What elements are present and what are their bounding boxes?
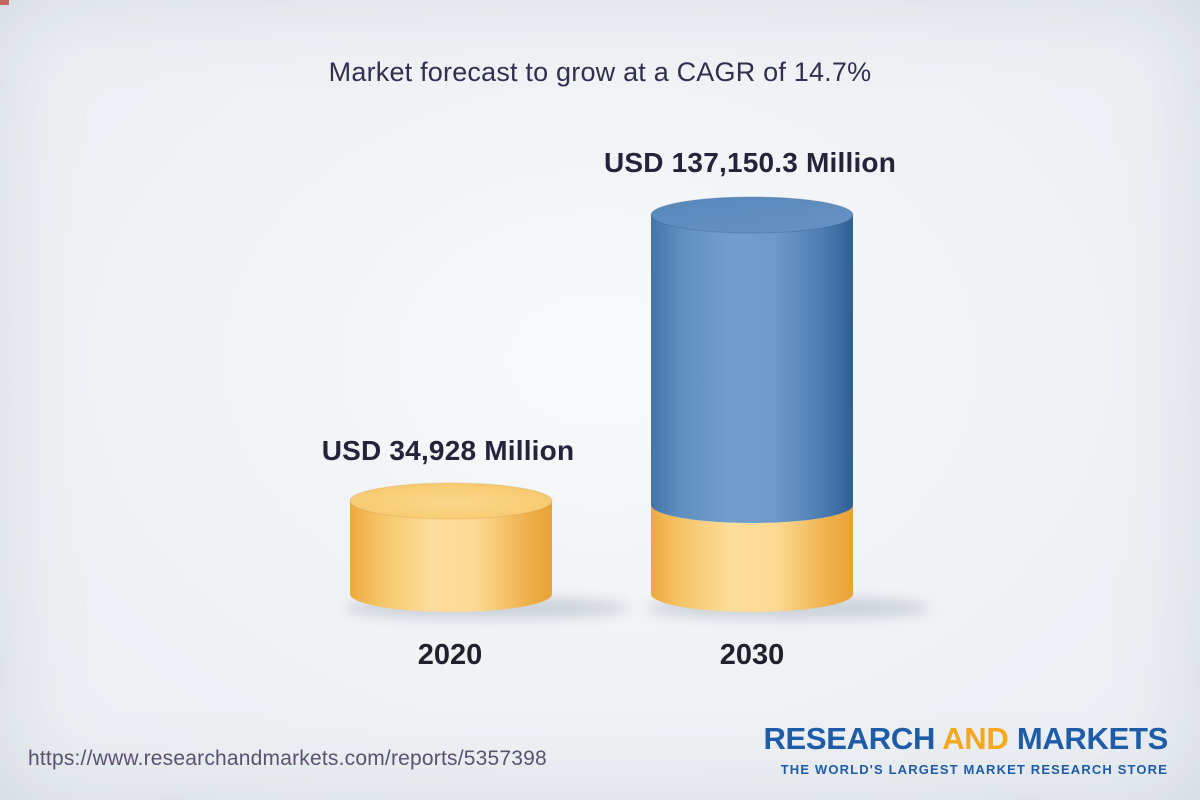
category-label-2020: 2020 (417, 639, 483, 671)
bar-2030-base-segment (651, 505, 853, 612)
research-and-markets-logo: RESEARCH AND MARKETS THE WORLD'S LARGEST… (763, 722, 1168, 778)
bar-2030-cylinder (650, 196, 854, 612)
logo-word-markets: MARKETS (1016, 721, 1168, 756)
value-label-2030: USD 137,150.3 Million (603, 147, 897, 178)
bar-2020-cylinder (349, 482, 553, 612)
corner-artifact (0, 0, 9, 5)
value-label-2020: USD 34,928 Million (321, 435, 575, 466)
logo-wordmark: RESEARCH AND MARKETS (763, 722, 1168, 756)
category-label-2030: 2030 (719, 639, 785, 671)
report-url-link[interactable]: https://www.researchandmarkets.com/repor… (28, 747, 547, 770)
logo-word-research: RESEARCH (763, 721, 936, 756)
chart-title: Market forecast to grow at a CAGR of 14.… (328, 57, 872, 87)
logo-word-and: AND (942, 721, 1009, 756)
bar-2030-growth-segment (651, 215, 853, 523)
logo-tagline: THE WORLD'S LARGEST MARKET RESEARCH STOR… (780, 762, 1168, 777)
